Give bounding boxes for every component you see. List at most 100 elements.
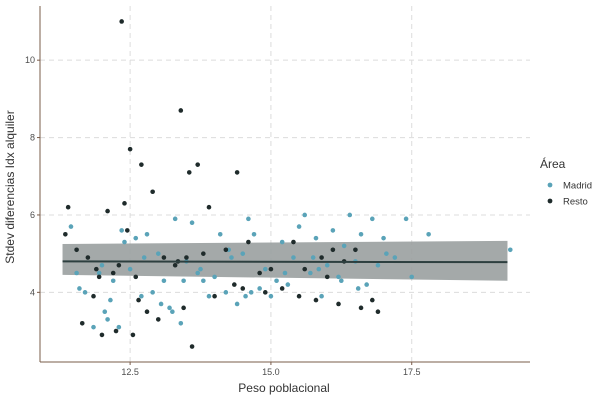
point-madrid-24 bbox=[212, 274, 217, 280]
point-resto-8 bbox=[105, 208, 110, 214]
point-madrid-48 bbox=[347, 212, 353, 218]
point-madrid-2 bbox=[91, 324, 96, 330]
point-resto-57 bbox=[116, 262, 122, 268]
point-madrid-1 bbox=[77, 286, 82, 291]
point-madrid-39 bbox=[296, 224, 302, 229]
point-resto-27 bbox=[201, 251, 206, 256]
point-resto-33 bbox=[246, 239, 251, 245]
point-madrid-33 bbox=[262, 266, 268, 272]
point-resto-52 bbox=[96, 274, 102, 280]
point-madrid-43 bbox=[319, 293, 324, 299]
point-madrid-37 bbox=[285, 282, 291, 287]
point-madrid-45 bbox=[330, 228, 336, 233]
x-tick-label-0: 12.5 bbox=[121, 367, 139, 377]
point-resto-37 bbox=[279, 286, 285, 291]
x-tick-label-1: 15.0 bbox=[262, 367, 280, 377]
trend-line-layer bbox=[62, 260, 508, 264]
point-madrid-4 bbox=[102, 309, 108, 314]
point-resto-31 bbox=[234, 170, 240, 175]
point-resto-11 bbox=[119, 19, 124, 24]
point-resto-18 bbox=[150, 189, 155, 195]
point-madrid-21 bbox=[195, 270, 201, 276]
point-madrid-31 bbox=[251, 232, 257, 237]
point-resto-6 bbox=[94, 266, 99, 272]
point-madrid-63 bbox=[141, 255, 147, 260]
point-resto-38 bbox=[291, 239, 296, 245]
point-madrid-12 bbox=[144, 232, 150, 237]
point-madrid-72 bbox=[355, 286, 361, 291]
point-resto-16 bbox=[139, 162, 144, 167]
legend-swatch-resto bbox=[547, 198, 553, 204]
point-madrid-9 bbox=[127, 266, 133, 272]
point-madrid-54 bbox=[381, 235, 386, 241]
point-resto-12 bbox=[122, 201, 127, 206]
point-madrid-8 bbox=[122, 239, 127, 245]
y-tick-label-2: 8 bbox=[30, 133, 35, 143]
point-madrid-73 bbox=[384, 251, 389, 256]
point-madrid-32 bbox=[257, 286, 262, 291]
point-madrid-22 bbox=[201, 278, 206, 284]
point-resto-29 bbox=[212, 293, 217, 299]
point-resto-10 bbox=[113, 328, 119, 334]
point-resto-49 bbox=[369, 297, 375, 303]
point-madrid-68 bbox=[248, 290, 254, 295]
point-madrid-38 bbox=[291, 255, 296, 260]
point-madrid-64 bbox=[158, 301, 164, 307]
point-madrid-11 bbox=[139, 293, 144, 299]
point-resto-20 bbox=[161, 255, 167, 260]
point-madrid-40 bbox=[302, 212, 308, 218]
point-madrid-41 bbox=[308, 270, 313, 276]
point-madrid-55 bbox=[392, 255, 398, 260]
point-resto-4 bbox=[85, 255, 91, 260]
point-madrid-76 bbox=[316, 266, 322, 272]
point-madrid-16 bbox=[167, 305, 172, 311]
point-madrid-13 bbox=[150, 290, 155, 295]
legend-swatch-madrid bbox=[547, 182, 553, 188]
point-madrid-14 bbox=[155, 251, 161, 256]
point-madrid-20 bbox=[189, 220, 195, 225]
x-tick-label-2: 17.5 bbox=[403, 367, 421, 377]
point-madrid-47 bbox=[341, 243, 347, 249]
point-madrid-6 bbox=[110, 278, 116, 284]
point-resto-22 bbox=[178, 108, 184, 113]
point-resto-14 bbox=[130, 332, 136, 338]
point-madrid-78 bbox=[108, 297, 113, 303]
point-resto-53 bbox=[124, 228, 130, 233]
point-resto-7 bbox=[99, 332, 105, 338]
point-resto-45 bbox=[336, 301, 341, 307]
point-madrid-46 bbox=[336, 274, 341, 280]
legend: Área Madrid Resto bbox=[540, 156, 592, 208]
point-resto-32 bbox=[240, 286, 246, 291]
point-madrid-77 bbox=[74, 270, 79, 276]
point-madrid-35 bbox=[274, 278, 279, 284]
point-madrid-0 bbox=[68, 224, 74, 229]
y-tick-label-0: 4 bbox=[30, 287, 35, 297]
point-resto-34 bbox=[257, 270, 262, 276]
point-resto-42 bbox=[319, 255, 324, 260]
point-resto-55 bbox=[186, 170, 192, 175]
point-resto-47 bbox=[353, 247, 358, 253]
point-resto-28 bbox=[206, 204, 212, 210]
point-resto-44 bbox=[330, 247, 336, 253]
point-madrid-51 bbox=[364, 282, 369, 287]
point-resto-1 bbox=[65, 204, 71, 210]
point-resto-41 bbox=[313, 297, 319, 303]
point-resto-26 bbox=[195, 162, 201, 167]
point-madrid-74 bbox=[170, 309, 175, 314]
point-resto-17 bbox=[144, 309, 150, 314]
point-madrid-50 bbox=[358, 232, 364, 237]
point-resto-56 bbox=[232, 282, 237, 287]
point-resto-40 bbox=[302, 266, 308, 272]
point-resto-9 bbox=[110, 270, 116, 276]
point-madrid-61 bbox=[99, 262, 105, 268]
point-resto-23 bbox=[181, 305, 186, 311]
point-resto-24 bbox=[184, 255, 189, 260]
trend-line bbox=[62, 260, 508, 264]
legend-label-madrid: Madrid bbox=[563, 181, 592, 192]
point-resto-43 bbox=[324, 274, 330, 280]
point-resto-39 bbox=[296, 293, 302, 299]
point-resto-25 bbox=[189, 344, 195, 349]
point-madrid-52 bbox=[369, 216, 375, 222]
point-madrid-5 bbox=[105, 317, 110, 322]
point-resto-2 bbox=[74, 247, 79, 253]
